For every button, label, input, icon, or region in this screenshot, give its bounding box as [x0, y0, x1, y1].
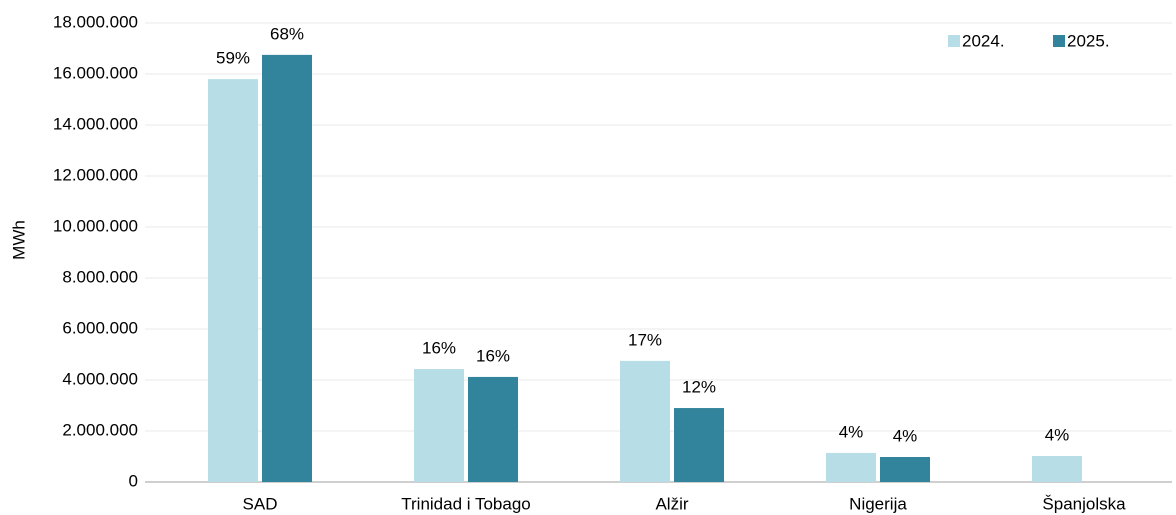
x-tick-label: Nigerija: [849, 494, 907, 513]
x-tick-label: SAD: [243, 494, 278, 513]
legend-swatch: [948, 35, 960, 47]
bar: [468, 376, 518, 482]
bar: [208, 79, 258, 482]
y-tick-label: 14.000.000: [53, 114, 138, 133]
bar: [620, 360, 670, 482]
bar: [1032, 455, 1082, 482]
bar: [262, 54, 312, 482]
data-label: 4%: [839, 422, 864, 441]
y-axis-label: MWh: [9, 220, 28, 260]
bar: [674, 408, 724, 482]
bar: [414, 369, 464, 482]
data-label: 59%: [216, 49, 250, 68]
bar: [880, 457, 930, 482]
y-tick-label: 0: [129, 471, 138, 490]
legend-label: 2025.: [1067, 31, 1110, 50]
y-tick-label: 8.000.000: [62, 267, 138, 286]
bar: [826, 452, 876, 482]
data-label: 17%: [628, 330, 662, 349]
legend-swatch: [1053, 35, 1065, 47]
legend-label: 2024.: [962, 31, 1005, 50]
x-tick-label: Španjolska: [1042, 494, 1126, 513]
data-label: 4%: [893, 426, 918, 445]
y-tick-label: 16.000.000: [53, 63, 138, 82]
y-tick-label: 18.000.000: [53, 12, 138, 31]
data-label: 68%: [270, 24, 304, 43]
y-tick-label: 2.000.000: [62, 420, 138, 439]
x-tick-label: Trinidad i Tobago: [401, 494, 530, 513]
y-tick-label: 4.000.000: [62, 369, 138, 388]
data-label: 16%: [476, 346, 510, 365]
data-label: 12%: [682, 378, 716, 397]
y-tick-label: 10.000.000: [53, 216, 138, 235]
x-tick-label: Alžir: [655, 494, 688, 513]
data-label: 16%: [422, 339, 456, 358]
y-tick-label: 6.000.000: [62, 318, 138, 337]
y-tick-label: 12.000.000: [53, 165, 138, 184]
data-label: 4%: [1045, 425, 1070, 444]
